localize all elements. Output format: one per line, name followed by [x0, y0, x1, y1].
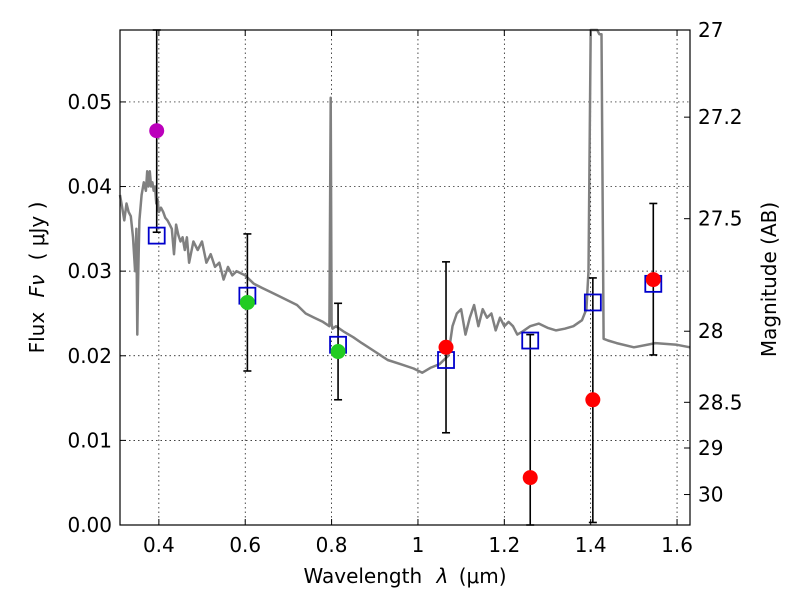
ticks: 0.4 0.6 0.8 1 1.2 1.4 1.6 0.00 0.01 0.02 0.03 0.04 0…	[67, 18, 742, 557]
x-tick-label: 1	[412, 533, 425, 557]
right-tick-label: 28	[698, 319, 723, 343]
y-axis-title-unit: ( μJy )	[25, 202, 49, 261]
right-axis-title: Magnitude (AB)	[757, 202, 781, 357]
right-tick-label: 28.5	[698, 390, 743, 414]
observed-flux-point	[438, 339, 454, 355]
observed-flux-point	[585, 392, 601, 408]
x-axis-title-symbol: λ	[436, 564, 449, 588]
y-axis-title-prefix: Flux	[25, 312, 49, 354]
x-tick-label: 1.2	[488, 533, 520, 557]
y-tick-label: 0.01	[67, 428, 112, 452]
model-spectrum-layer	[118, 28, 691, 374]
plot-frame	[119, 29, 691, 526]
x-tick-label: 0.6	[229, 533, 261, 557]
x-tick-label: 1.4	[575, 533, 607, 557]
x-axis-title-prefix: Wavelength	[303, 564, 422, 588]
y-axis-title: Flux Fν ( μJy )	[25, 202, 49, 354]
right-tick-label: 27.5	[698, 207, 743, 231]
x-axis-title-unit: (μm)	[459, 564, 507, 588]
y-axis-title-symbol: Fν	[25, 275, 49, 298]
right-tick-label: 27.2	[698, 105, 743, 129]
y-tick-label: 0.03	[67, 259, 112, 283]
observed-flux-point	[330, 344, 346, 360]
y-tick-label: 0.05	[67, 90, 112, 114]
model-spectrum-line	[118, 28, 691, 374]
x-tick-label: 0.8	[316, 533, 348, 557]
observed-flux-point	[239, 294, 255, 310]
grid	[120, 30, 690, 525]
model-flux-square	[147, 226, 166, 245]
observed-flux-point	[522, 470, 538, 486]
model-photometry-layer	[147, 226, 663, 369]
observed-photometry-layer	[149, 123, 661, 486]
x-axis-title: Wavelength λ (μm)	[303, 564, 506, 588]
y-tick-label: 0.02	[67, 344, 112, 368]
x-tick-label: 0.4	[143, 533, 175, 557]
x-tick-label: 1.6	[661, 533, 693, 557]
observed-flux-point	[149, 123, 165, 139]
y-tick-label: 0.04	[67, 175, 112, 199]
right-tick-label: 30	[698, 483, 723, 507]
observed-flux-point	[645, 272, 661, 288]
model-flux-square	[583, 293, 602, 312]
y-tick-label: 0.00	[67, 513, 112, 537]
right-tick-label: 27	[698, 18, 723, 42]
errorbar-layer	[152, 29, 658, 526]
right-tick-label: 29	[698, 436, 723, 460]
model-flux-square	[521, 331, 540, 350]
